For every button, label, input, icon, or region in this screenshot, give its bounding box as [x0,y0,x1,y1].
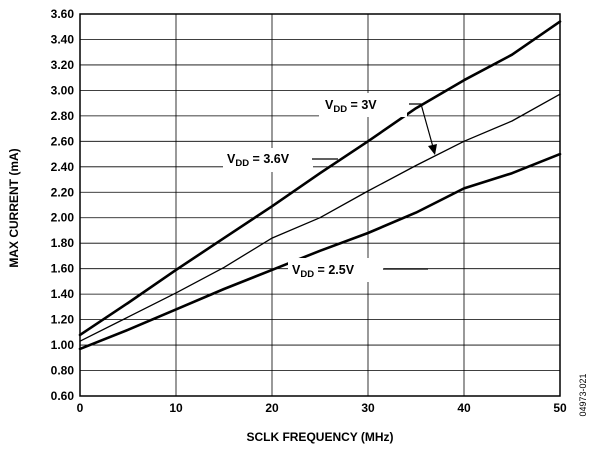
svg-text:VDD = 2.5V: VDD = 2.5V [292,263,355,280]
grid [79,13,561,397]
x-tick-label: 10 [169,401,183,415]
y-axis-title: MAX CURRENT (mA) [7,148,21,267]
y-tick-label: 3.40 [51,32,75,46]
y-tick-label: 2.20 [51,185,75,199]
y-tick-label: 1.80 [51,236,75,250]
y-tick-label: 1.60 [51,262,75,276]
figure-id: 04973-021 [578,373,588,416]
x-tick-label: 40 [457,401,471,415]
y-tick-label: 3.00 [51,83,75,97]
x-tick-label: 0 [77,401,84,415]
x-tick-label: 20 [265,401,279,415]
y-tick-label: 0.80 [51,364,75,378]
y-tick-label: 2.80 [51,109,75,123]
y-tick-label: 0.60 [51,389,75,403]
y-tick-label: 1.40 [51,287,75,301]
x-axis-title: SCLK FREQUENCY (MHz) [246,430,393,444]
svg-text:VDD = 3.6V: VDD = 3.6V [227,152,290,169]
y-tick-label: 2.40 [51,160,75,174]
tick-labels: 0.60 0.80 1.00 1.20 1.40 1.60 1.80 2.00 2.20 2.40… [51,7,567,415]
series-line-1 [79,93,561,342]
annotation-vdd-2-5v: VDD = 2.5V [288,258,428,282]
x-tick-label: 30 [361,401,375,415]
series-line-2 [78,152,562,351]
x-tick-label: 50 [553,401,567,415]
svg-text:VDD = 3V: VDD = 3V [325,98,377,115]
y-tick-label: 2.60 [51,134,75,148]
annotation-vdd-3v: VDD = 3V [319,93,437,155]
y-tick-label: 1.20 [51,313,75,327]
plot-frame [79,13,561,397]
y-tick-label: 3.60 [51,7,75,21]
annotation-vdd-3-6v: VDD = 3.6V [223,148,338,172]
series-layer [78,20,562,351]
y-tick-label: 1.00 [51,338,75,352]
y-tick-label: 3.20 [51,58,75,72]
series-line-0 [78,20,562,337]
y-tick-label: 2.00 [51,211,75,225]
